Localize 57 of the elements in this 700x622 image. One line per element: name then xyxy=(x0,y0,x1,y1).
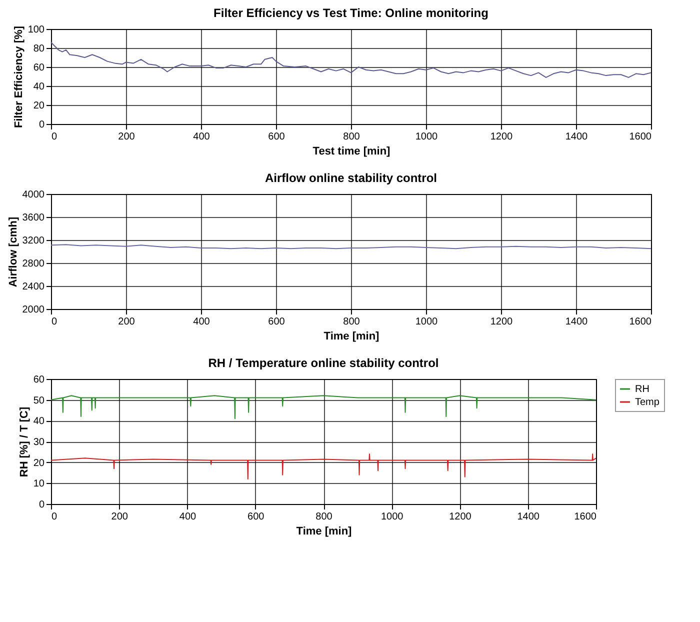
y-axis-title: RH [%] / T [C] xyxy=(18,406,30,478)
x-tick-label: 600 xyxy=(268,316,286,328)
x-tick-label: 800 xyxy=(316,512,333,522)
y-tick-label: 60 xyxy=(33,62,45,74)
x-tick-label: 200 xyxy=(118,316,136,328)
x-tick-label: 1200 xyxy=(490,316,514,328)
x-tick-label: 600 xyxy=(248,512,265,522)
y-tick-label: 10 xyxy=(33,478,45,490)
x-tick-label: 200 xyxy=(111,512,128,522)
x-tick-label: 0 xyxy=(52,316,58,328)
x-tick-label: 1600 xyxy=(629,316,652,328)
x-axis-title: Test time [min] xyxy=(312,146,391,158)
legend-label: RH xyxy=(635,384,650,395)
x-tick-label: 1000 xyxy=(415,132,438,142)
x-tick-label: 1200 xyxy=(490,132,514,142)
y-tick-label: 3200 xyxy=(22,236,45,246)
x-tick-label: 400 xyxy=(179,512,197,522)
x-tick-label: 1400 xyxy=(517,512,540,522)
x-tick-label: 0 xyxy=(52,132,58,142)
x-tick-label: 800 xyxy=(343,316,360,328)
x-tick-label: 1200 xyxy=(449,512,472,522)
x-tick-label: 0 xyxy=(52,512,58,522)
x-tick-label: 400 xyxy=(193,132,210,142)
legend-label: Temp xyxy=(635,397,660,408)
x-tick-label: 1600 xyxy=(574,512,597,522)
chart-title: RH / Temperature online stability control xyxy=(208,356,439,370)
y-tick-label: 2000 xyxy=(22,304,45,316)
x-tick-label: 600 xyxy=(268,132,286,142)
x-tick-label: 1000 xyxy=(381,512,404,522)
x-axis-title: Time [min] xyxy=(324,330,380,342)
x-tick-label: 1400 xyxy=(565,132,588,142)
y-tick-label: 40 xyxy=(33,416,45,428)
y-tick-label: 20 xyxy=(33,458,45,469)
y-axis-title: Airflow [cmh] xyxy=(7,216,20,288)
y-tick-label: 2400 xyxy=(22,282,45,292)
y-tick-label: 0 xyxy=(38,120,45,130)
chart-title: Airflow online stability control xyxy=(264,171,438,185)
y-tick-label: 20 xyxy=(33,100,45,112)
x-tick-label: 400 xyxy=(193,316,210,328)
x-tick-label: 1400 xyxy=(565,316,588,328)
y-tick-label: 2800 xyxy=(22,258,45,270)
x-tick-label: 1000 xyxy=(415,316,438,328)
y-tick-label: 60 xyxy=(33,374,45,386)
x-tick-label: 200 xyxy=(118,132,136,142)
x-tick-label: 1600 xyxy=(629,132,652,142)
y-tick-label: 40 xyxy=(33,82,45,92)
x-tick-label: 800 xyxy=(343,132,360,142)
y-tick-label: 3600 xyxy=(22,212,45,224)
x-axis-title: Time [min] xyxy=(296,526,352,538)
y-tick-label: 30 xyxy=(33,437,45,448)
y-tick-label: 0 xyxy=(38,500,45,510)
chart-title: Filter Efficiency vs Test Time: Online monitoring xyxy=(214,6,488,20)
y-tick-label: 4000 xyxy=(22,190,45,200)
y-tick-label: 50 xyxy=(33,395,45,406)
y-tick-label: 80 xyxy=(33,44,45,54)
y-axis-title: Filter Efficiency [%] xyxy=(12,26,25,128)
y-tick-label: 100 xyxy=(28,24,45,36)
